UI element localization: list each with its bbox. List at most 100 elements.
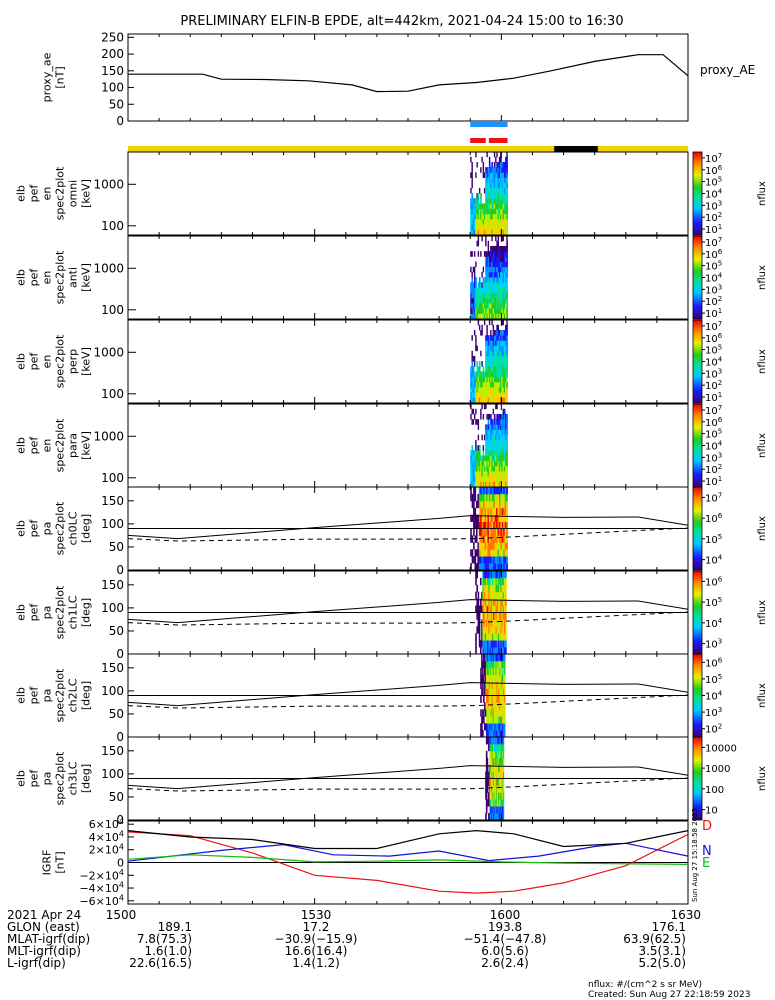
pitch-pixel — [503, 785, 505, 793]
y-tick-label: 150 — [101, 661, 124, 675]
spec-pixel — [478, 381, 481, 388]
pitch-pixel — [500, 493, 503, 502]
spec-pixel — [495, 187, 497, 194]
pitch-pixel — [488, 695, 491, 703]
spec-pixel — [495, 350, 497, 357]
pitch-noise — [484, 667, 486, 676]
spec-pixel — [471, 366, 474, 372]
pitch-pixel — [498, 785, 500, 793]
pitch-pixel — [493, 813, 495, 821]
pitch-pixel — [506, 542, 508, 550]
spec-pixel — [478, 292, 481, 299]
pitch-pixel — [500, 778, 503, 786]
footer-value: 6.0(5.6) — [481, 944, 529, 958]
pitch-pixel — [493, 654, 495, 662]
spec-pixel — [486, 167, 489, 173]
spec-pixel — [495, 361, 497, 367]
spec-pixel — [500, 445, 502, 451]
spec-pixel — [503, 465, 506, 472]
spec-pixel — [492, 460, 495, 467]
y-tick-label: 100 — [101, 471, 124, 485]
pitch-pixel — [484, 514, 487, 522]
pitch-pixel — [494, 778, 496, 786]
spec-noise — [470, 187, 472, 194]
spec-pixel — [493, 376, 496, 383]
spec-pixel — [497, 424, 500, 430]
spec-pixel — [470, 297, 472, 304]
spec-pixel — [487, 297, 490, 304]
spec-pixel — [488, 282, 491, 288]
spec-pixel — [500, 208, 502, 215]
pitch-pixel — [490, 556, 493, 564]
spec-pixel — [490, 471, 492, 477]
spec-noise — [473, 329, 476, 336]
pitch-pixel — [491, 743, 493, 752]
pitch-noise — [477, 612, 480, 620]
spec-pixel — [500, 455, 502, 462]
spec-pixel — [493, 219, 496, 225]
pitch-pixel — [492, 750, 494, 759]
spec-pixel — [495, 297, 497, 304]
spec-pixel — [501, 419, 503, 425]
pitch-noise — [475, 535, 478, 543]
pitch-pixel — [494, 702, 496, 710]
pitch-pixel — [496, 716, 498, 724]
pitch-pixel — [481, 556, 484, 564]
spec-pixel — [501, 271, 503, 278]
spec-pixel — [486, 350, 489, 357]
pitch-pixel — [483, 487, 485, 495]
spec-pixel — [470, 203, 472, 210]
spec-noise — [480, 408, 482, 415]
pitch-pixel — [500, 806, 502, 814]
pitch-pixel — [496, 528, 498, 536]
spec-pixel — [506, 167, 508, 173]
panel-ylabel-line: omni — [67, 180, 80, 207]
spec-pixel — [481, 371, 484, 378]
spec-pixel — [488, 465, 491, 472]
spec-pixel — [488, 193, 491, 199]
spec-pixel — [472, 392, 475, 398]
spec-pixel — [481, 455, 484, 462]
spec-pixel — [476, 229, 479, 235]
spec-pixel — [493, 350, 496, 357]
spec-pixel — [505, 455, 507, 462]
spec-pixel — [488, 219, 491, 225]
spec-pixel — [471, 445, 474, 451]
spec-pixel — [500, 465, 502, 472]
spec-pixel — [471, 213, 474, 220]
pitch-pixel — [495, 743, 498, 752]
spec-pixel — [500, 297, 502, 304]
pitch-pixel — [500, 584, 502, 593]
pitch-pixel — [485, 626, 488, 634]
pitch-pixel — [503, 605, 506, 613]
pitch-pixel — [501, 493, 504, 502]
spec-pixel — [482, 381, 485, 388]
spec-pixel — [475, 277, 477, 283]
spec-pixel — [478, 361, 481, 367]
pitch-pixel — [487, 514, 490, 522]
spec-pixel — [481, 229, 484, 235]
spec-pixel — [473, 397, 476, 403]
spec-pixel — [503, 376, 506, 383]
pitch-noise — [471, 500, 474, 509]
spec-pixel — [481, 460, 484, 467]
pitch-pixel — [497, 723, 499, 731]
pitch-noise — [471, 493, 474, 502]
pitch-pixel — [489, 785, 491, 793]
spec-pixel — [476, 376, 479, 383]
spec-pixel — [471, 303, 474, 309]
spec-pixel — [498, 208, 501, 215]
pitch-pixel — [489, 598, 492, 606]
spec-pixel — [506, 303, 508, 309]
pitch-pixel — [495, 633, 498, 641]
pitch-pixel — [486, 542, 488, 550]
pitch-pixel — [501, 598, 504, 606]
spec-pixel — [501, 345, 503, 352]
spec-pixel — [490, 413, 492, 420]
pitch-pixel — [491, 571, 494, 579]
pitch-pixel — [482, 605, 484, 613]
pitch-pixel — [498, 785, 500, 793]
spec-pixel — [490, 465, 492, 472]
pitch-pixel — [503, 667, 505, 676]
